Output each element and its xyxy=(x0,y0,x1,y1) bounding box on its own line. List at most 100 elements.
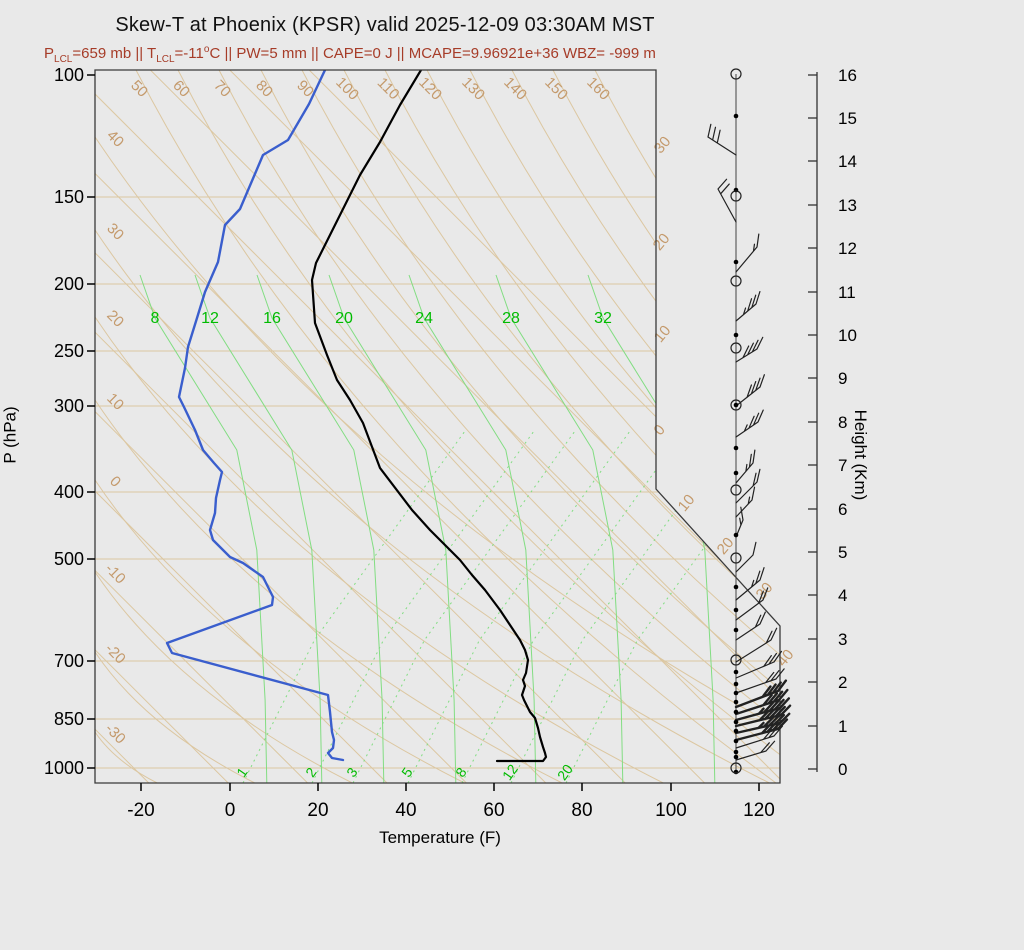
dry-adiabat-label: -20 xyxy=(102,640,129,667)
chart-title: Skew-T at Phoenix (KPSR) valid 2025-12-0… xyxy=(115,14,655,36)
dry-adiabat-label: 20 xyxy=(650,230,674,254)
wind-level-dot xyxy=(733,532,739,538)
wind-barb xyxy=(735,486,756,518)
dry-adiabat-label: 20 xyxy=(714,534,738,558)
moist-adiabat-label: 8 xyxy=(151,310,160,327)
moist-adiabat-label: 28 xyxy=(502,310,520,327)
wind-level-circle xyxy=(730,190,742,202)
wind-barb xyxy=(735,567,765,601)
wind-level-dot xyxy=(733,690,739,696)
wind-level-dot xyxy=(733,259,739,265)
dry-adiabat-label: 10 xyxy=(103,390,127,414)
temperature-tick-label: 80 xyxy=(571,800,592,821)
height-tick-label: 4 xyxy=(838,586,847,605)
dry-adiabat-label: 150 xyxy=(541,74,571,104)
dry-adiabat-label: 30 xyxy=(103,220,127,244)
wind-level-circle xyxy=(730,552,742,564)
temperature-curve xyxy=(310,70,548,763)
wind-barb xyxy=(707,123,737,156)
wind-barb xyxy=(735,291,761,322)
pressure-tick-label: 700 xyxy=(54,651,84,671)
height-tick-label: 1 xyxy=(838,717,847,736)
pressure-tick-label: 300 xyxy=(54,396,84,416)
dry-adiabat-label: 0 xyxy=(106,473,124,491)
wind-level-circle xyxy=(730,342,742,354)
temperature-tick-label: 120 xyxy=(743,800,775,821)
wind-level-dot xyxy=(733,627,739,633)
dry-adiabat-label: 70 xyxy=(210,77,234,101)
height-tick-label: 13 xyxy=(838,196,857,215)
wind-barb xyxy=(735,627,778,663)
subtitle-fragment: LCL xyxy=(156,54,175,65)
wind-barb xyxy=(735,668,785,694)
dry-adiabat-label: 140 xyxy=(500,74,530,104)
wind-barb xyxy=(717,178,737,223)
dry-adiabat-label: -10 xyxy=(102,560,129,587)
wind-barb xyxy=(734,688,789,716)
adiabat-labels: 50 60 70 80 90 100 110 120 130 140 150 160403020100… xyxy=(102,74,798,748)
wind-barb xyxy=(735,611,766,641)
pressure-axis: 100 150 200 250 300 400 500 700 850 1000 xyxy=(44,65,95,778)
wind-barb xyxy=(735,506,744,538)
wind-level-circle xyxy=(730,68,742,80)
wind-level-dot xyxy=(733,749,739,755)
wind-barb xyxy=(735,233,760,273)
pressure-tick-label: 150 xyxy=(54,187,84,207)
moist-adiabat-label: 24 xyxy=(415,310,433,327)
temperature-tick-label: 60 xyxy=(483,800,504,821)
subtitle-fragment: =-11 xyxy=(174,45,204,62)
height-tick-label: 16 xyxy=(838,66,857,85)
height-tick-label: 7 xyxy=(838,456,847,475)
height-tick-label: 14 xyxy=(838,152,857,171)
dry-adiabat-label: 30 xyxy=(651,133,675,157)
wind-level-dot xyxy=(733,754,739,760)
wind-barb xyxy=(735,740,776,761)
moist-adiabat-label: 20 xyxy=(335,310,353,327)
wind-barb xyxy=(734,718,789,742)
wind-level-circle xyxy=(730,654,742,666)
wind-level-dot xyxy=(733,728,739,734)
subtitle-fragment: C || PW=5 mm || CAPE=0 J || MCAPE=9.9692… xyxy=(209,45,656,62)
pressure-tick-label: 850 xyxy=(54,709,84,729)
dry-adiabat-label: -30 xyxy=(102,720,129,747)
moist-adiabat-label: 16 xyxy=(263,310,281,327)
dry-adiabat-label: 130 xyxy=(458,74,488,104)
height-tick-label: 5 xyxy=(838,543,847,562)
height-axis-title: Height (Km) xyxy=(851,409,870,501)
pressure-tick-label: 250 xyxy=(54,341,84,361)
height-tick-label: 9 xyxy=(838,369,847,388)
moist-adiabat-label: 32 xyxy=(594,310,612,327)
mixing-ratio-label: 20 xyxy=(554,761,576,783)
wind-level-bullseye xyxy=(730,399,742,411)
temperature-tick-label: 20 xyxy=(307,800,328,821)
dry-adiabat-label: 60 xyxy=(169,77,193,101)
wind-level-dot xyxy=(733,699,739,705)
wind-barb xyxy=(734,704,792,728)
mixing-ratio-label: 1 xyxy=(233,764,251,780)
wind-level-dot xyxy=(733,445,739,451)
dry-adiabat-label: 50 xyxy=(127,77,151,101)
wind-level-dot xyxy=(733,402,739,408)
height-tick-label: 0 xyxy=(838,760,847,779)
pressure-tick-label: 500 xyxy=(54,549,84,569)
wind-level-circle xyxy=(730,275,742,287)
mixing-ratio-label: 12 xyxy=(499,761,521,783)
wind-barb xyxy=(735,468,761,504)
wind-level-dot xyxy=(733,113,739,119)
subtitle-fragment: P xyxy=(44,45,55,62)
height-tick-label: 11 xyxy=(838,283,856,302)
wind-level-dot xyxy=(733,584,739,590)
wind-level-dot xyxy=(733,719,739,725)
wind-barb xyxy=(735,409,764,438)
dry-adiabat-label: 160 xyxy=(583,74,613,104)
chart-subtitle-parameters: PLCL=659 mb || TLCL=-11oC || PW=5 mm || … xyxy=(44,44,656,65)
dry-adiabat-label: 120 xyxy=(415,74,445,104)
pressure-tick-label: 400 xyxy=(54,482,84,502)
temperature-tick-label: 100 xyxy=(655,800,687,821)
wind-barb xyxy=(735,541,757,573)
dry-adiabat-label: 10 xyxy=(675,491,699,515)
dry-adiabat-label: 10 xyxy=(651,322,675,346)
dry-adiabat-label: 40 xyxy=(103,127,127,151)
height-tick-label: 12 xyxy=(838,239,857,258)
